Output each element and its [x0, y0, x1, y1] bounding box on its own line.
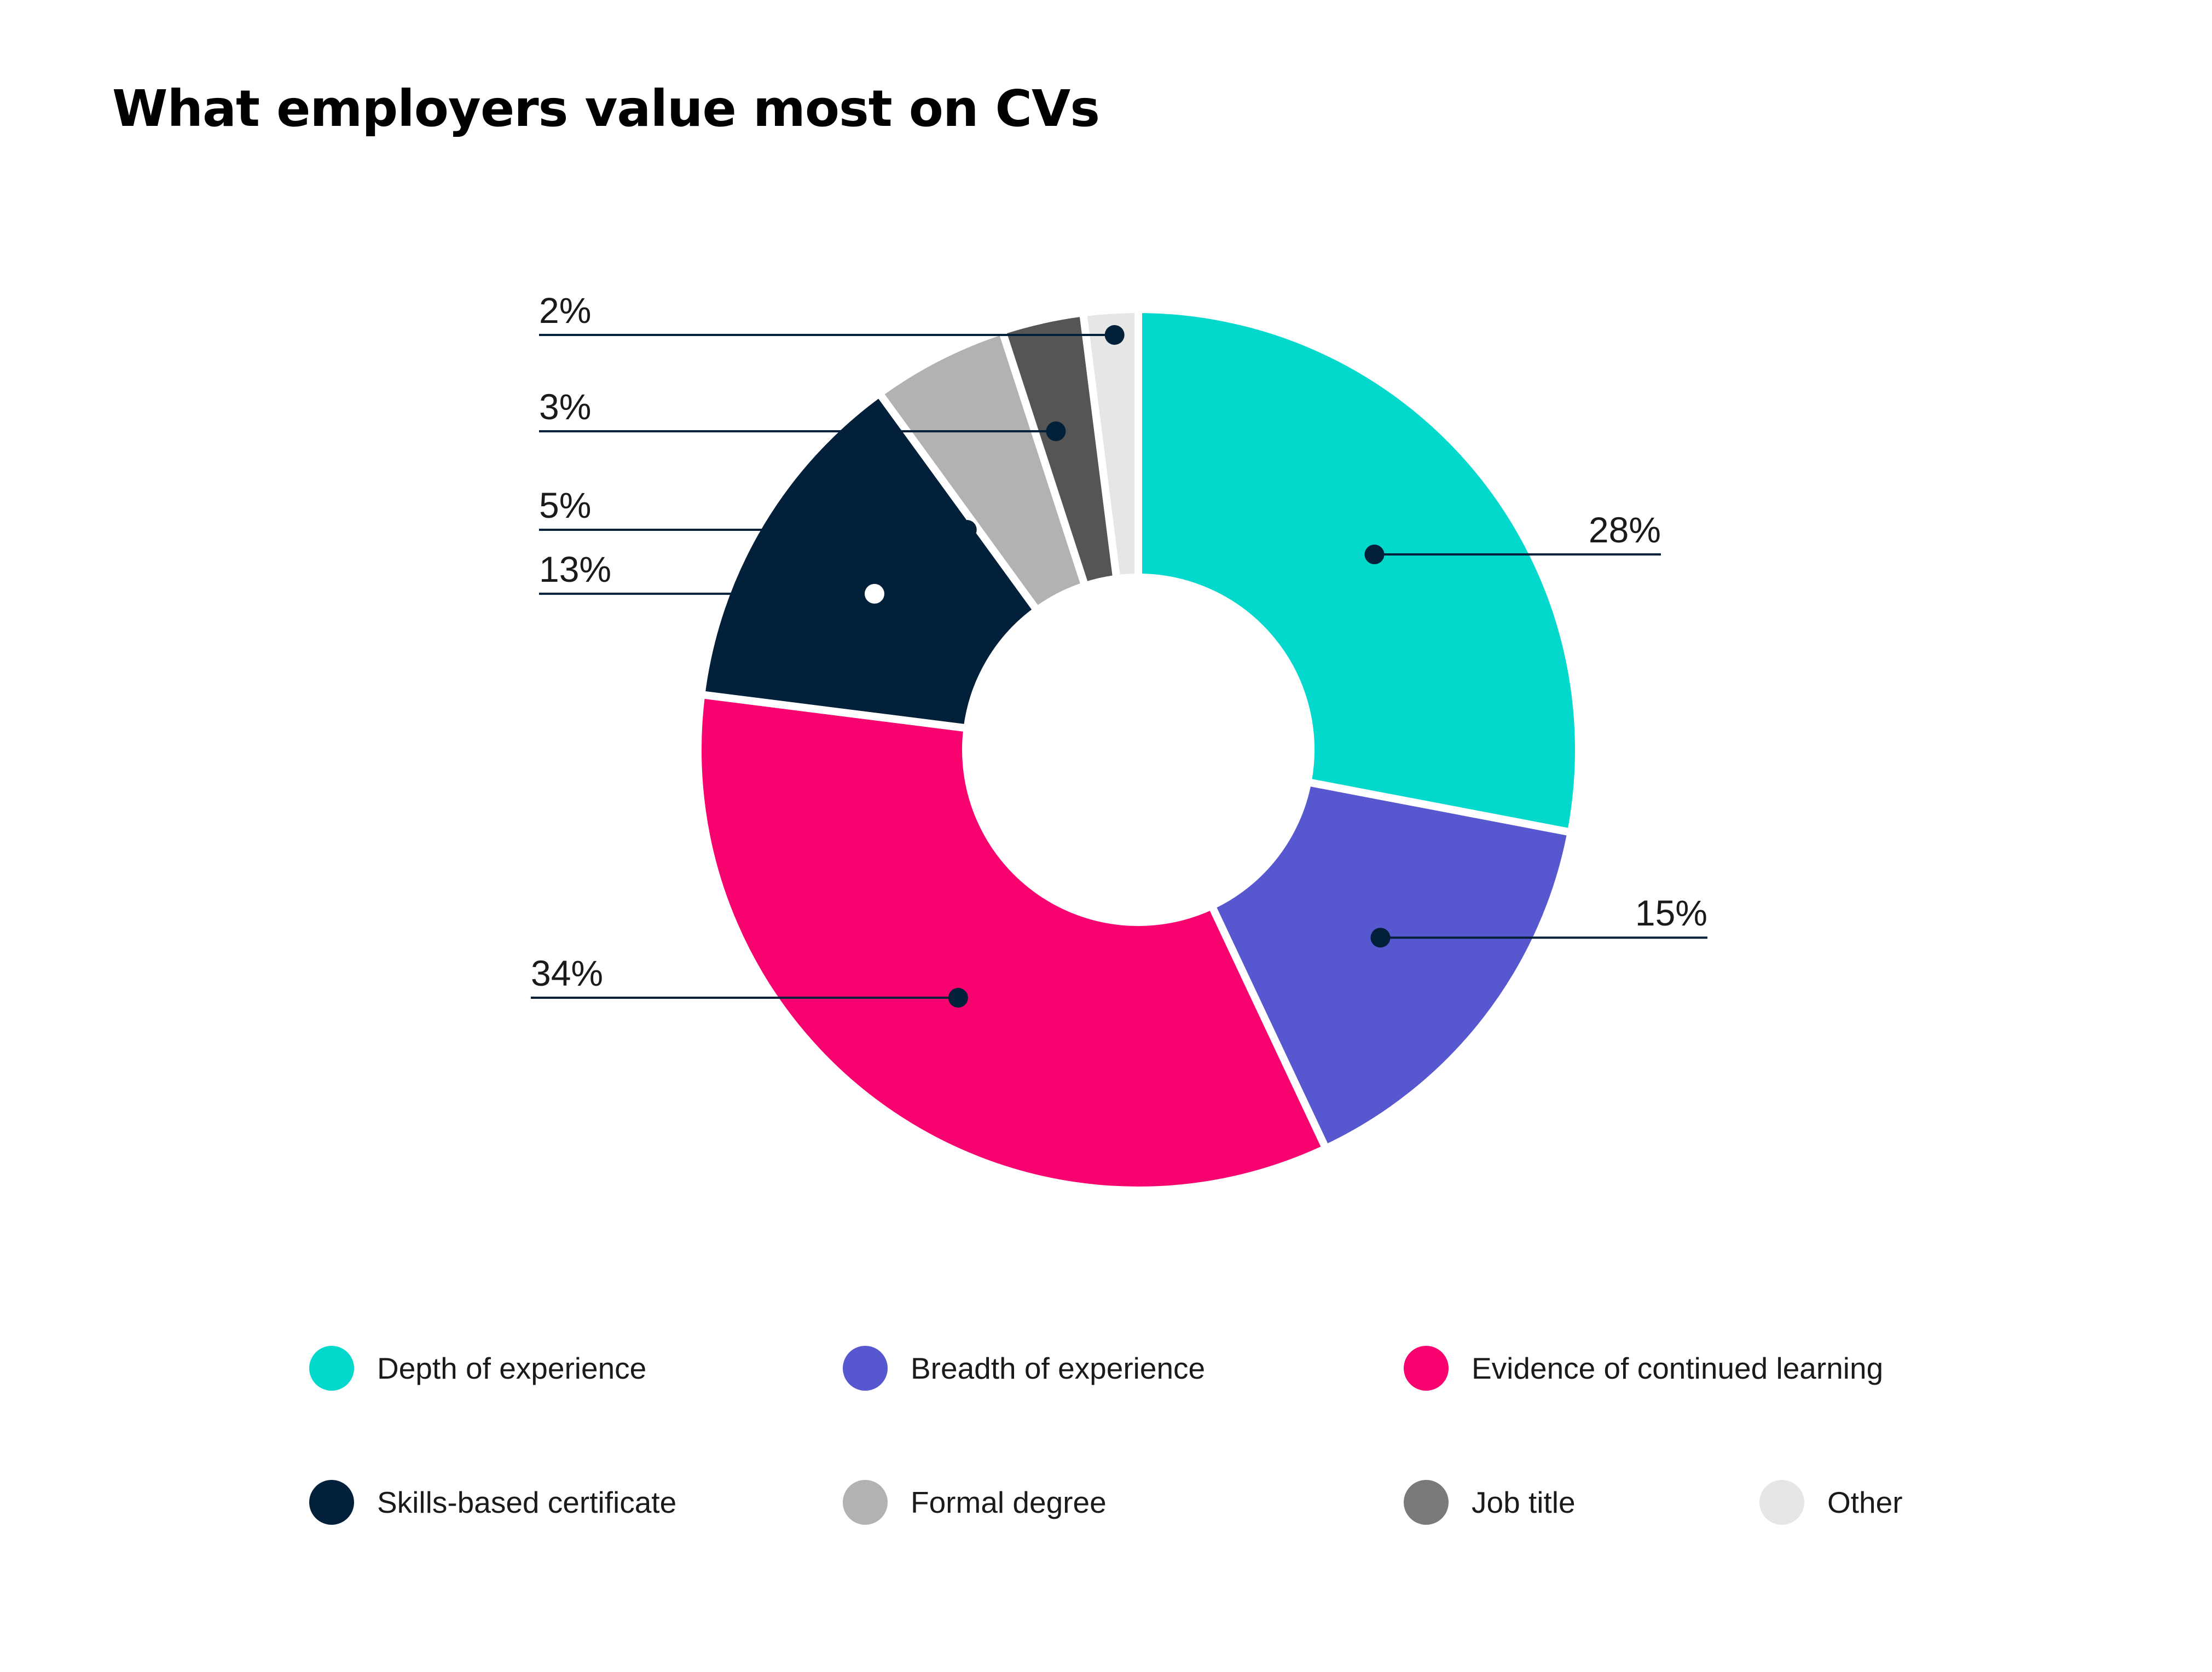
legend-label: Other [1827, 1485, 1903, 1519]
data-label-skills-based-certificate: 13% [539, 549, 611, 589]
legend-swatch [843, 1346, 888, 1391]
data-label-depth-of-experience: 28% [1589, 510, 1661, 550]
legend-label: Evidence of continued learning [1472, 1351, 1884, 1385]
data-label-formal-degree: 5% [539, 485, 591, 525]
legend-item-formal-degree: Formal degree [843, 1478, 1107, 1527]
legend-swatch [309, 1480, 354, 1525]
leader-dot [957, 520, 977, 540]
slice-skills-based-certificate [697, 387, 1043, 733]
legend-swatch [1404, 1346, 1449, 1391]
chart-title: What employers value most on CVs [112, 79, 1100, 138]
legend-label: Job title [1472, 1485, 1576, 1519]
data-label-job-title: 3% [539, 386, 591, 427]
leader-dot [864, 583, 884, 604]
legend-label: Formal degree [911, 1485, 1107, 1519]
data-label-other: 2% [539, 290, 591, 331]
legend-label: Breadth of experience [911, 1351, 1206, 1385]
legend-swatch [1404, 1480, 1449, 1525]
legend-label: Depth of experience [377, 1351, 647, 1385]
legend-swatch [843, 1480, 888, 1525]
legend-item-depth-of-experience: Depth of experience [309, 1344, 646, 1393]
slice-depth-of-experience [1134, 305, 1583, 837]
legend-item-breadth-of-experience: Breadth of experience [843, 1344, 1205, 1393]
slice-breadth-of-experience [1206, 777, 1576, 1154]
legend-swatch [1759, 1480, 1804, 1525]
data-label-breadth-of-experience: 15% [1635, 893, 1707, 933]
legend-label: Skills-based certificate [377, 1485, 677, 1519]
leader-dot [1104, 325, 1125, 345]
leader-dot [1370, 928, 1391, 948]
data-label-evidence-of-continued-learning: 34% [531, 953, 603, 993]
legend-item-other: Other [1759, 1478, 1903, 1527]
legend-item-evidence-of-continued-learning: Evidence of continued learning [1404, 1344, 1883, 1393]
legend-item-skills-based-certificate: Skills-based certificate [309, 1478, 676, 1527]
slice-evidence-of-continued-learning [694, 690, 1331, 1195]
leader-dot [1046, 421, 1066, 441]
leader-dot [1364, 545, 1385, 565]
legend-item-job-title: Job title [1404, 1478, 1576, 1527]
legend-swatch [309, 1346, 354, 1391]
leader-dot [948, 988, 968, 1008]
slice-other [1079, 305, 1142, 583]
